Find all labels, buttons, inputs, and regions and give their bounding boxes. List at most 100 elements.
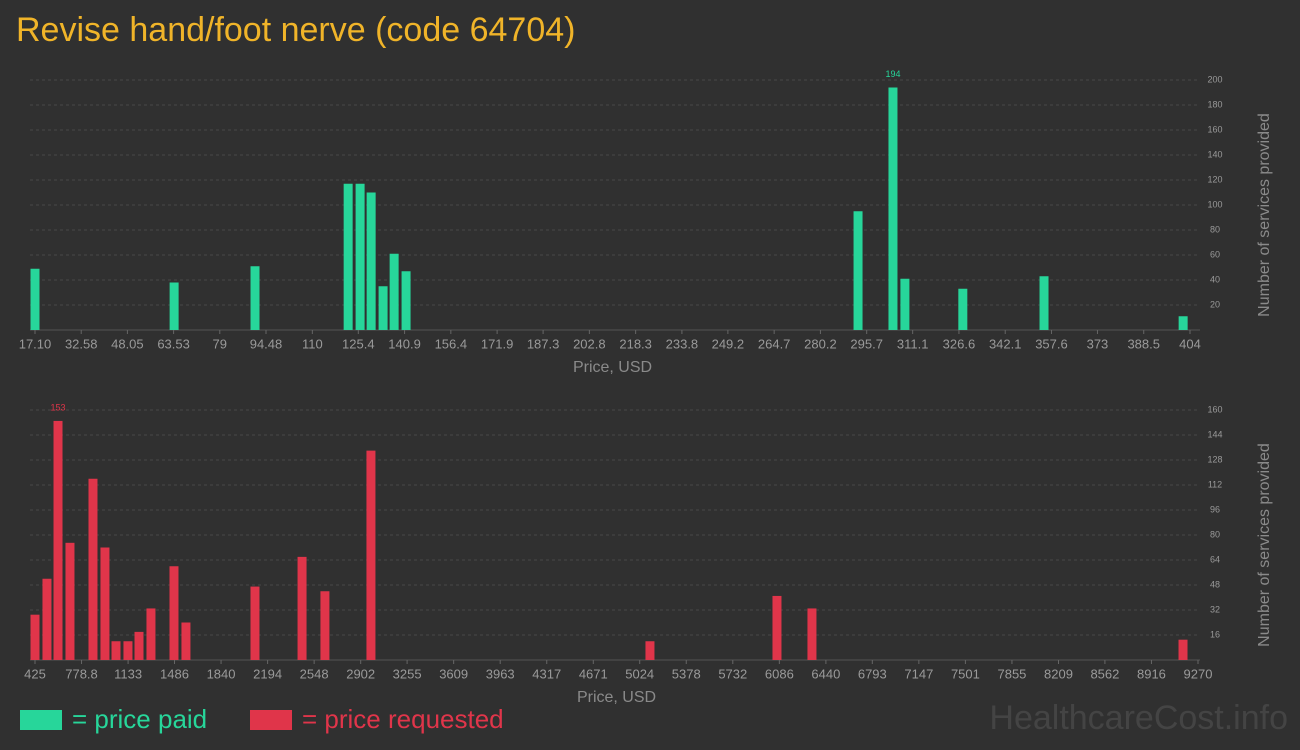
bar <box>888 87 898 330</box>
bar <box>1039 276 1049 330</box>
x-tick-label: 218.3 <box>619 336 652 351</box>
x-tick-label: 7501 <box>951 666 980 681</box>
x-tick-label: 3609 <box>439 666 468 681</box>
x-tick-label: 3255 <box>393 666 422 681</box>
bar <box>30 268 40 330</box>
bar <box>146 608 156 660</box>
x-tick-label: 2194 <box>253 666 282 681</box>
bar <box>645 641 655 660</box>
x-tick-label: 264.7 <box>758 336 791 351</box>
y-tick-label: 60 <box>1210 249 1220 259</box>
bar <box>169 282 179 330</box>
bar <box>250 266 260 330</box>
bar <box>355 183 365 330</box>
y-tick-label: 200 <box>1207 74 1222 84</box>
y-tick-label: 48 <box>1210 579 1220 589</box>
value-label: 153 <box>50 402 65 412</box>
bar <box>53 420 63 660</box>
y-tick-label: 32 <box>1210 604 1220 614</box>
x-tick-label: 7855 <box>997 666 1026 681</box>
legend-swatch <box>20 710 62 730</box>
x-tick-label: 1840 <box>207 666 236 681</box>
y-tick-label: 140 <box>1207 149 1222 159</box>
bar <box>123 641 133 660</box>
x-tick-label: 373 <box>1087 336 1109 351</box>
x-tick-label: 5732 <box>718 666 747 681</box>
x-tick-label: 5024 <box>625 666 654 681</box>
x-tick-label: 171.9 <box>481 336 514 351</box>
x-tick-label: 140.9 <box>388 336 421 351</box>
x-tick-label: 2902 <box>346 666 375 681</box>
x-tick-label: 187.3 <box>527 336 560 351</box>
y-tick-label: 16 <box>1210 629 1220 639</box>
y-tick-label: 180 <box>1207 99 1222 109</box>
x-tick-label: 8916 <box>1137 666 1166 681</box>
bar <box>366 450 376 660</box>
x-tick-label: 110 <box>302 336 323 351</box>
y-tick-label: 160 <box>1207 124 1222 134</box>
bar <box>772 595 782 660</box>
bar <box>134 631 144 660</box>
x-tick-label: 404 <box>1179 336 1201 351</box>
x-tick-label: 249.2 <box>712 336 745 351</box>
x-tick-label: 94.48 <box>250 336 283 351</box>
x-tick-label: 778.8 <box>65 666 98 681</box>
bar <box>88 478 98 660</box>
y-tick-label: 80 <box>1210 529 1220 539</box>
bar <box>366 192 376 330</box>
bar <box>30 614 40 660</box>
x-tick-label: 2548 <box>300 666 329 681</box>
x-tick-label: 4317 <box>532 666 561 681</box>
bar <box>111 641 121 660</box>
y-axis-label: Number of services provided <box>1256 443 1273 647</box>
x-tick-label: 4671 <box>579 666 608 681</box>
x-tick-label: 311.1 <box>897 336 929 351</box>
legend-label: = price requested <box>302 704 504 734</box>
bar <box>297 556 307 660</box>
y-tick-label: 96 <box>1210 504 1220 514</box>
y-tick-label: 120 <box>1207 174 1222 184</box>
y-tick-label: 160 <box>1207 404 1222 414</box>
x-tick-label: 125.4 <box>342 336 375 351</box>
bar <box>65 542 75 660</box>
bar <box>320 591 330 660</box>
x-tick-label: 8562 <box>1090 666 1119 681</box>
x-tick-label: 156.4 <box>435 336 468 351</box>
y-axis-label: Number of services provided <box>1256 113 1273 317</box>
x-tick-label: 8209 <box>1044 666 1073 681</box>
x-tick-label: 48.05 <box>111 336 144 351</box>
bar <box>807 608 817 660</box>
bar <box>958 288 968 330</box>
bar <box>250 586 260 660</box>
bar <box>853 211 863 330</box>
x-tick-label: 280.2 <box>804 336 837 351</box>
watermark: HealthcareCost.info <box>989 699 1288 737</box>
y-tick-label: 40 <box>1210 274 1220 284</box>
bar <box>181 622 191 660</box>
legend-label: = price paid <box>72 704 207 734</box>
x-tick-label: 6086 <box>765 666 794 681</box>
x-axis-label: Price, USD <box>573 359 652 376</box>
x-tick-label: 1486 <box>160 666 189 681</box>
x-tick-label: 79 <box>213 336 227 351</box>
x-tick-label: 233.8 <box>666 336 699 351</box>
x-tick-label: 6793 <box>858 666 887 681</box>
page-title: Revise hand/foot nerve (code 64704) <box>16 11 575 49</box>
bar <box>900 278 910 330</box>
y-tick-label: 80 <box>1210 224 1220 234</box>
bar <box>401 271 411 330</box>
x-tick-label: 1133 <box>114 666 142 681</box>
y-tick-label: 100 <box>1207 199 1222 209</box>
bar <box>343 183 353 330</box>
y-tick-label: 144 <box>1207 429 1222 439</box>
bar <box>100 547 110 660</box>
x-tick-label: 17.10 <box>19 336 52 351</box>
y-tick-label: 128 <box>1207 454 1222 464</box>
x-tick-label: 388.5 <box>1127 336 1160 351</box>
x-tick-label: 32.58 <box>65 336 98 351</box>
bar <box>42 578 52 660</box>
x-tick-label: 5378 <box>672 666 701 681</box>
y-tick-label: 64 <box>1210 554 1220 564</box>
x-tick-label: 295.7 <box>850 336 883 351</box>
